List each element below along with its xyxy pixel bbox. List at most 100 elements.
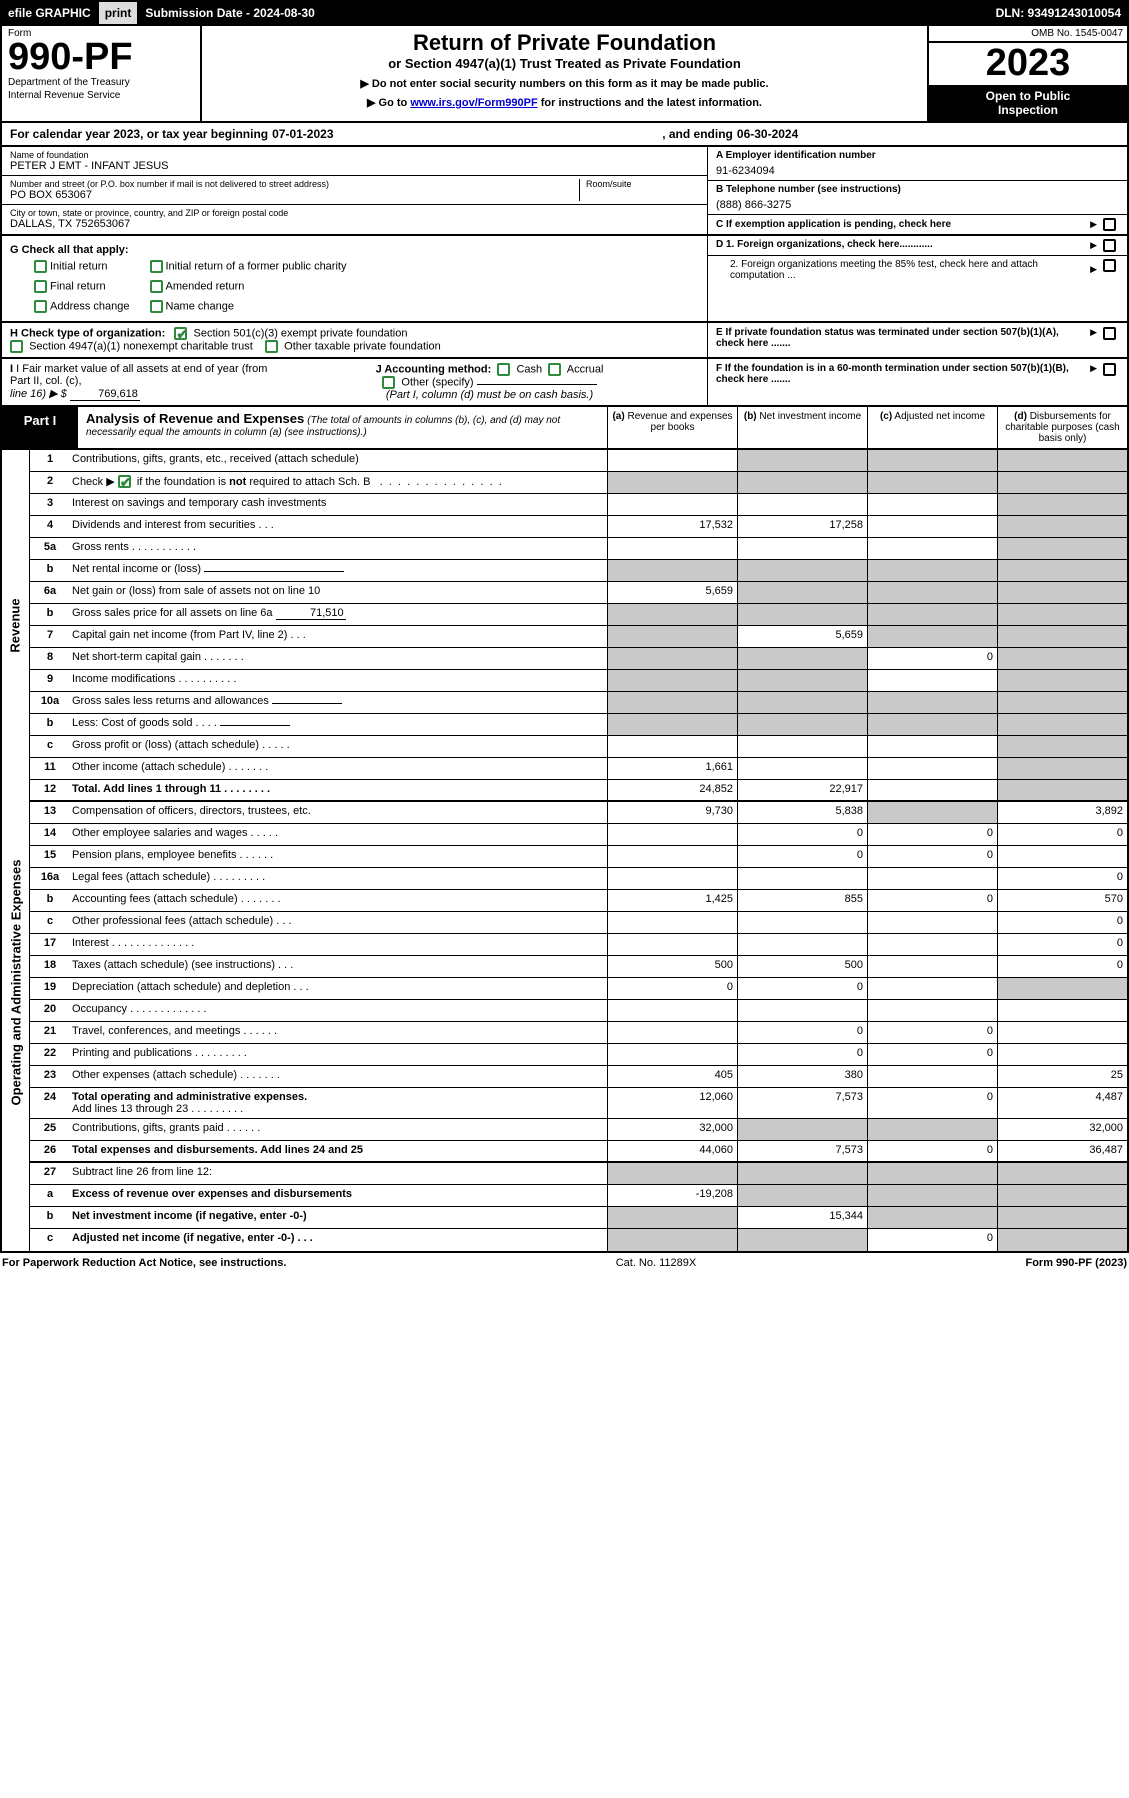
line-desc: Total operating and administrative expen… [70,1088,607,1118]
amended-return-label: Amended return [166,280,245,292]
line-desc: Interest . . . . . . . . . . . . . . [70,934,607,955]
cb-501c3[interactable] [174,327,187,340]
dept-treasury: Department of the Treasury [8,77,194,88]
j-note: (Part I, column (d) must be on cash basi… [386,389,593,401]
col-b: 15,344 [737,1207,867,1228]
row-27a: a Excess of revenue over expenses and di… [30,1185,1127,1207]
arrow-icon: ▶ [1090,264,1097,275]
col-b [737,1229,867,1251]
arrow-icon: ▶ [1090,327,1097,338]
line-desc: Income modifications . . . . . . . . . . [70,670,607,691]
line-desc: Total. Add lines 1 through 11 . . . . . … [70,780,607,800]
d1-checkbox[interactable] [1103,239,1116,252]
e-section: E If private foundation status was termi… [707,323,1127,357]
col-d: 0 [997,956,1127,977]
col-c [867,934,997,955]
line-desc: Occupancy . . . . . . . . . . . . . [70,1000,607,1021]
col-b: 500 [737,956,867,977]
col-a [607,604,737,625]
cb-4947[interactable] [10,340,23,353]
f-checkbox[interactable] [1103,363,1116,376]
col-c [867,1000,997,1021]
line-desc: Other professional fees (attach schedule… [70,912,607,933]
f-section: F If the foundation is in a 60-month ter… [707,359,1127,405]
g-section: G Check all that apply: Initial return F… [2,236,707,321]
other-method-label: Other (specify) [401,376,473,388]
cb-other-taxable[interactable] [265,340,278,353]
header-center: Return of Private Foundation or Section … [202,26,927,121]
line-num: 1 [30,450,70,471]
row-15: 15 Pension plans, employee benefits . . … [30,846,1127,868]
col-d [997,1229,1127,1251]
line-desc: Net gain or (loss) from sale of assets n… [70,582,607,603]
fmv-amount: 769,618 [70,388,140,401]
col-c-label: Adjusted net income [894,411,985,422]
col-a [607,846,737,867]
row-1: 1 Contributions, gifts, grants, etc., re… [30,450,1127,472]
d2-checkbox[interactable] [1103,259,1116,272]
col-d [997,846,1127,867]
line-num: 9 [30,670,70,691]
line-num: 19 [30,978,70,999]
line-num: 23 [30,1066,70,1087]
col-d [997,1022,1127,1043]
col-c: 0 [867,824,997,845]
print-button[interactable]: print [99,2,140,24]
line-num: 26 [30,1141,70,1161]
row-26: 26 Total expenses and disbursements. Add… [30,1141,1127,1163]
cb-initial-former[interactable] [150,260,163,273]
line-desc: Excess of revenue over expenses and disb… [70,1185,607,1206]
col-a [607,692,737,713]
cb-accrual[interactable] [548,363,561,376]
row-17: 17 Interest . . . . . . . . . . . . . . … [30,934,1127,956]
col-d [997,670,1127,691]
initial-former-label: Initial return of a former public charit… [166,260,347,272]
row-16b: b Accounting fees (attach schedule) . . … [30,890,1127,912]
row-6a: 6a Net gain or (loss) from sale of asset… [30,582,1127,604]
col-b [737,736,867,757]
cb-not-required-schb[interactable] [118,475,131,488]
name-label: Name of foundation [10,150,699,160]
col-a: 17,532 [607,516,737,537]
col-d [997,1207,1127,1228]
col-a-head: (a) Revenue and expenses per books [607,407,737,448]
form990pf-link[interactable]: www.irs.gov/Form990PF [410,97,537,109]
page-footer: For Paperwork Reduction Act Notice, see … [0,1253,1129,1273]
col-d [997,758,1127,779]
col-b [737,494,867,515]
col-a [607,714,737,735]
cb-initial-return[interactable] [34,260,47,273]
c-checkbox[interactable] [1103,218,1116,231]
cb-other-method[interactable] [382,376,395,389]
topbar-spacer [323,2,990,24]
r10a-amt [272,703,342,704]
col-d: 36,487 [997,1141,1127,1161]
col-a [607,868,737,889]
col-d [997,538,1127,559]
cb-name-change[interactable] [150,300,163,313]
col-b: 0 [737,978,867,999]
col-a [607,560,737,581]
line-desc: Adjusted net income (if negative, enter … [70,1229,607,1251]
e-checkbox[interactable] [1103,327,1116,340]
col-c [867,1207,997,1228]
col-b [737,1163,867,1184]
efile-label: efile GRAPHIC [2,2,99,24]
col-a: 1,425 [607,890,737,911]
ein-row: A Employer identification number 91-6234… [708,147,1127,181]
expenses-group: Operating and Administrative Expenses 13… [2,802,1127,1163]
col-d [997,582,1127,603]
cb-cash[interactable] [497,363,510,376]
col-d [997,692,1127,713]
row-4: 4 Dividends and interest from securities… [30,516,1127,538]
cb-final-return[interactable] [34,280,47,293]
col-b [737,714,867,735]
col-b-label: Net investment income [759,411,861,422]
entity-block: Name of foundation PETER J EMT - INFANT … [0,145,1129,236]
tax-year: 2023 [929,43,1127,85]
col-a: 44,060 [607,1141,737,1161]
cb-address-change[interactable] [34,300,47,313]
cb-amended-return[interactable] [150,280,163,293]
col-b [737,1119,867,1140]
col-d: 4,487 [997,1088,1127,1118]
